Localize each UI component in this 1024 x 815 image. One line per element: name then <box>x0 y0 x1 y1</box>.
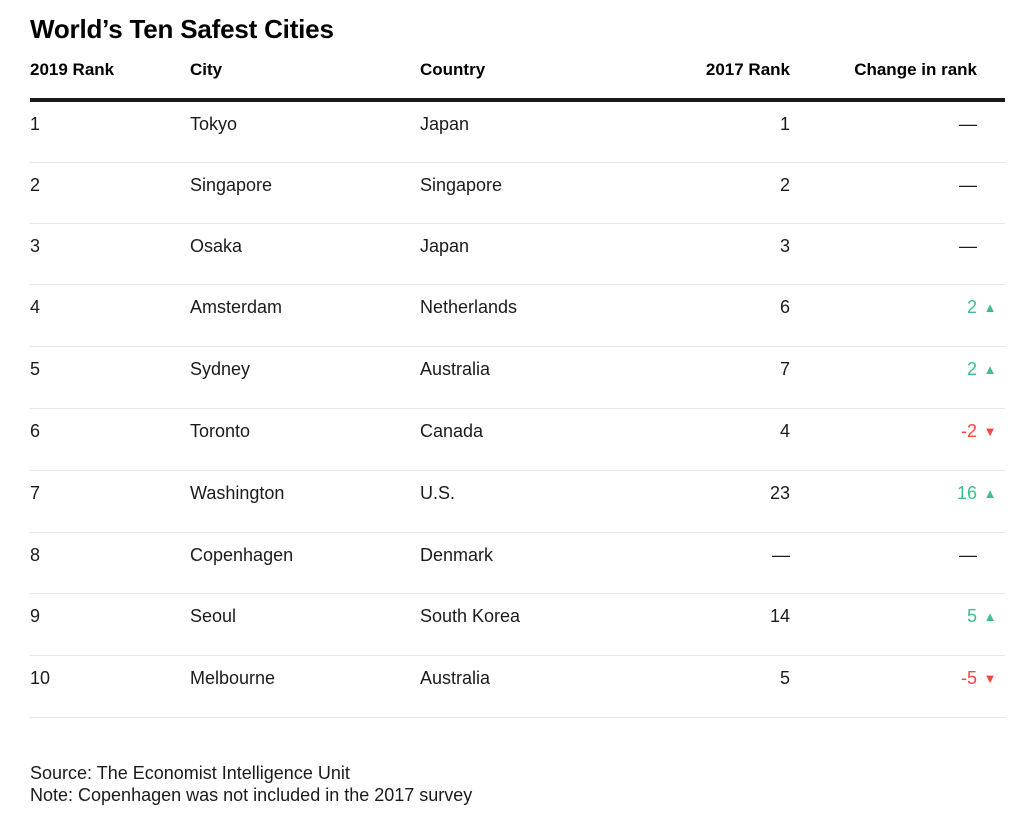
rank-2017-cell: 7 <box>695 346 790 409</box>
country-cell: Netherlands <box>420 284 695 347</box>
table-row: 6 Toronto Canada 4 -2 ▼ <box>30 408 1005 471</box>
country-cell: Japan <box>420 100 695 163</box>
city-cell: Toronto <box>190 408 420 471</box>
change-cell: -2 ▼ <box>790 408 1005 471</box>
country-cell: South Korea <box>420 593 695 656</box>
change-cell: -5 ▼ <box>790 655 1005 718</box>
rank-2017-cell: 5 <box>695 655 790 718</box>
table-row: 5 Sydney Australia 7 2 ▲ <box>30 346 1005 409</box>
rank-2019-cell: 5 <box>30 346 190 409</box>
down-arrow-icon: ▼ <box>983 424 997 439</box>
change-value: -2 <box>960 421 977 441</box>
rank-2017-cell: 2 <box>695 162 790 224</box>
city-cell: Singapore <box>190 162 420 224</box>
rank-2017-cell: 4 <box>695 408 790 471</box>
table-row: 10 Melbourne Australia 5 -5 ▼ <box>30 655 1005 718</box>
rank-2019-cell: 2 <box>30 162 190 224</box>
city-cell: Amsterdam <box>190 284 420 347</box>
change-value: -5 <box>960 668 977 688</box>
table-row: 8 Copenhagen Denmark — — <box>30 532 1005 594</box>
col-header-2019-rank: 2019 Rank <box>30 44 190 102</box>
change-cell: — <box>790 532 1005 594</box>
down-arrow-icon: ▼ <box>983 671 997 686</box>
rank-2019-cell: 10 <box>30 655 190 718</box>
change-value: 16 <box>956 483 977 503</box>
rank-2017-cell: 23 <box>695 470 790 533</box>
rank-2017-cell: 3 <box>695 223 790 285</box>
col-header-2017-rank: 2017 Rank <box>695 44 790 102</box>
country-cell: Australia <box>420 655 695 718</box>
table-body: 1 Tokyo Japan 1—2 Singapore Singapore 2—3 Osaka… <box>30 100 1005 718</box>
rank-2019-cell: 7 <box>30 470 190 533</box>
change-value: 2 <box>966 297 977 317</box>
table-row: 7 Washington U.S. 23 16 ▲ <box>30 470 1005 533</box>
change-value: — <box>959 236 977 256</box>
country-cell: Canada <box>420 408 695 471</box>
country-cell: Japan <box>420 223 695 285</box>
up-arrow-icon: ▲ <box>983 486 997 501</box>
rank-2019-cell: 3 <box>30 223 190 285</box>
change-value: 2 <box>966 359 977 379</box>
rank-2019-cell: 8 <box>30 532 190 594</box>
up-arrow-icon: ▲ <box>983 300 997 315</box>
header-row: 2019 Rank City Country 2017 Rank Change … <box>30 44 1005 102</box>
change-cell: — <box>790 100 1005 163</box>
col-header-city: City <box>190 44 420 102</box>
change-cell: 5 ▲ <box>790 593 1005 656</box>
rank-2017-cell: 1 <box>695 100 790 163</box>
up-arrow-icon: ▲ <box>983 362 997 377</box>
table-row: 3 Osaka Japan 3— <box>30 223 1005 285</box>
change-cell: 16 ▲ <box>790 470 1005 533</box>
rank-2017-cell: 6 <box>695 284 790 347</box>
col-header-change-in-rank: Change in rank <box>790 44 1005 102</box>
change-cell: — <box>790 223 1005 285</box>
change-value: — <box>959 114 977 134</box>
change-value: — <box>959 175 977 195</box>
rank-2019-cell: 9 <box>30 593 190 656</box>
table-row: 2 Singapore Singapore 2— <box>30 162 1005 224</box>
col-header-country: Country <box>420 44 695 102</box>
change-value: — <box>959 545 977 565</box>
city-cell: Washington <box>190 470 420 533</box>
country-cell: Denmark <box>420 532 695 594</box>
city-cell: Osaka <box>190 223 420 285</box>
city-cell: Copenhagen <box>190 532 420 594</box>
table-row: 9 Seoul South Korea 14 5 ▲ <box>30 593 1005 656</box>
footer-notes: Source: The Economist Intelligence Unit … <box>30 762 1005 806</box>
city-cell: Tokyo <box>190 100 420 163</box>
change-cell: — <box>790 162 1005 224</box>
city-cell: Melbourne <box>190 655 420 718</box>
rank-2019-cell: 6 <box>30 408 190 471</box>
up-arrow-icon: ▲ <box>983 609 997 624</box>
rank-2019-cell: 1 <box>30 100 190 163</box>
change-cell: 2 ▲ <box>790 346 1005 409</box>
change-cell: 2 ▲ <box>790 284 1005 347</box>
note-line: Note: Copenhagen was not included in the… <box>30 785 473 805</box>
rank-2017-cell: — <box>695 532 790 594</box>
rank-2017-cell: 14 <box>695 593 790 656</box>
country-cell: U.S. <box>420 470 695 533</box>
safest-cities-table: 2019 Rank City Country 2017 Rank Change … <box>30 44 1005 718</box>
city-cell: Seoul <box>190 593 420 656</box>
source-line: Source: The Economist Intelligence Unit <box>30 763 350 783</box>
table-row: 4 Amsterdam Netherlands 6 2 ▲ <box>30 284 1005 347</box>
country-cell: Singapore <box>420 162 695 224</box>
table-row: 1 Tokyo Japan 1— <box>30 100 1005 163</box>
change-value: 5 <box>966 606 977 626</box>
page-title: World’s Ten Safest Cities <box>30 14 334 44</box>
country-cell: Australia <box>420 346 695 409</box>
city-cell: Sydney <box>190 346 420 409</box>
rank-2019-cell: 4 <box>30 284 190 347</box>
